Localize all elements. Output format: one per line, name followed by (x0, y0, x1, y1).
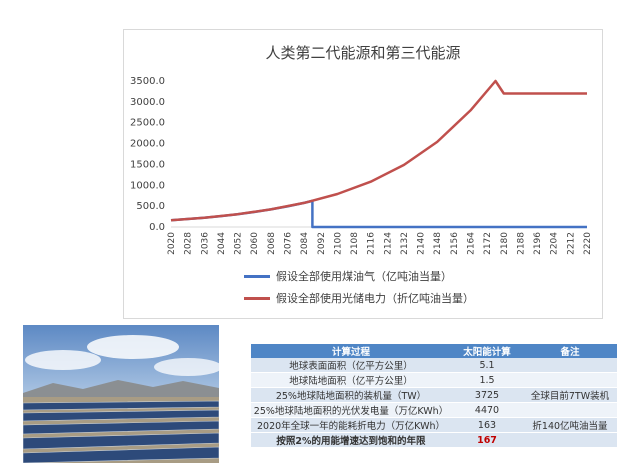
x-tick-label: 2020 (167, 232, 177, 255)
table-header: 备注 (523, 344, 617, 358)
legend-label-fossil: 假设全部使用煤油气（亿吨油当量） (276, 270, 452, 283)
table-header: 太阳能计算 (451, 344, 523, 358)
table-cell: 地球表面面积（亿平方公里） (251, 358, 451, 373)
table-cell (523, 432, 617, 448)
x-tick-label: 2060 (250, 232, 260, 255)
table-row: 25%地球陆地面积的装机量（TW） 3725 全球目前7TW装机 (251, 387, 617, 403)
x-tick-label: 2124 (383, 232, 393, 255)
table-cell (523, 358, 617, 373)
table-cell: 4470 (451, 402, 523, 418)
x-tick-label: 2220 (583, 232, 593, 255)
chart-frame: 人类第二代能源和第三代能源 0.0 500.0 1000.0 1500.0 2000.0… (123, 29, 603, 319)
table-cell: 2020年全球一年的能耗折电力（万亿KWh） (251, 417, 451, 433)
table-cell: 地球陆地面积（亿平方公里） (251, 372, 451, 388)
table-cell: 按照2%的用能增速达到饱和的年限 (251, 432, 451, 448)
y-tick-label: 2500.0 (130, 118, 165, 129)
table-cell: 5.1 (451, 358, 523, 373)
table-row-result: 按照2%的用能增速达到饱和的年限 167 (251, 432, 617, 448)
x-tick-label: 2212 (566, 232, 576, 255)
table-cell: 163 (451, 417, 523, 433)
table-cell: 3725 (451, 387, 523, 403)
legend-swatch-solar (244, 297, 270, 300)
table-cell: 全球目前7TW装机 (523, 387, 617, 403)
chart-title: 人类第二代能源和第三代能源 (265, 44, 461, 62)
x-tick-label: 2148 (433, 232, 443, 255)
table-cell: 折140亿吨油当量 (523, 417, 617, 433)
x-tick-label: 2116 (367, 232, 377, 255)
table-row: 地球表面面积（亿平方公里） 5.1 (251, 358, 617, 373)
table-row: 25%地球陆地面积的光伏发电量（万亿KWh） 4470 (251, 402, 617, 418)
x-tick-label: 2068 (267, 232, 277, 255)
x-tick-label: 2052 (234, 232, 244, 255)
table-row: 地球陆地面积（亿平方公里） 1.5 (251, 372, 617, 388)
x-tick-label: 2084 (300, 232, 310, 255)
table-cell: 25%地球陆地面积的装机量（TW） (251, 387, 451, 403)
table-cell: 25%地球陆地面积的光伏发电量（万亿KWh） (251, 402, 451, 418)
solar-panel-field-photo (23, 325, 219, 463)
y-tick-label: 2000.0 (130, 139, 165, 150)
x-tick-label: 2204 (550, 232, 560, 255)
series-line-solar (170, 79, 587, 222)
x-tick-label: 2076 (283, 232, 293, 255)
x-tick-label: 2028 (184, 232, 194, 255)
table-cell (523, 402, 617, 418)
y-tick-label: 500.0 (136, 201, 165, 212)
x-tick-label: 2188 (516, 232, 526, 255)
x-tick-label: 2164 (467, 232, 477, 255)
x-tick-label: 2100 (333, 232, 343, 255)
y-tick-label: 3000.0 (130, 97, 165, 108)
table-cell: 1.5 (451, 372, 523, 388)
x-tick-label: 2172 (483, 232, 493, 255)
table-cell (523, 372, 617, 388)
y-tick-label: 3500.0 (130, 76, 165, 87)
x-tick-label: 2132 (400, 232, 410, 255)
y-tick-label: 1500.0 (130, 159, 165, 170)
x-tick-label: 2044 (217, 232, 227, 255)
legend-item-fossil: 假设全部使用煤油气（亿吨油当量） (244, 266, 574, 286)
calculation-table: 计算过程 太阳能计算 备注 地球表面面积（亿平方公里） 5.1 地球陆地面积（亿… (251, 344, 617, 448)
table-row: 2020年全球一年的能耗折电力（万亿KWh） 163 折140亿吨油当量 (251, 417, 617, 433)
x-tick-label: 2108 (350, 232, 360, 255)
x-tick-label: 2156 (450, 232, 460, 255)
legend-swatch-fossil (244, 275, 270, 278)
result-value: 167 (451, 432, 523, 448)
x-tick-label: 2092 (317, 232, 327, 255)
table-header: 计算过程 (251, 344, 451, 358)
table-header-row: 计算过程 太阳能计算 备注 (251, 344, 617, 358)
legend-label-solar: 假设全部使用光储电力（折亿吨油当量） (276, 292, 474, 305)
line-chart: 0.0 500.0 1000.0 1500.0 2000.0 2500.0 3000.0 35… (130, 76, 593, 255)
x-tick-label: 2196 (533, 232, 543, 255)
y-tick-label: 0.0 (149, 222, 165, 233)
x-tick-label: 2140 (417, 232, 427, 255)
x-tick-label: 2180 (500, 232, 510, 255)
legend-item-solar: 假设全部使用光储电力（折亿吨油当量） (244, 288, 574, 308)
y-tick-label: 1000.0 (130, 180, 165, 191)
x-tick-label: 2036 (200, 232, 210, 255)
